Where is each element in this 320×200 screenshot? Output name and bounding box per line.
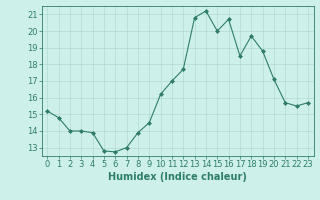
X-axis label: Humidex (Indice chaleur): Humidex (Indice chaleur) <box>108 172 247 182</box>
